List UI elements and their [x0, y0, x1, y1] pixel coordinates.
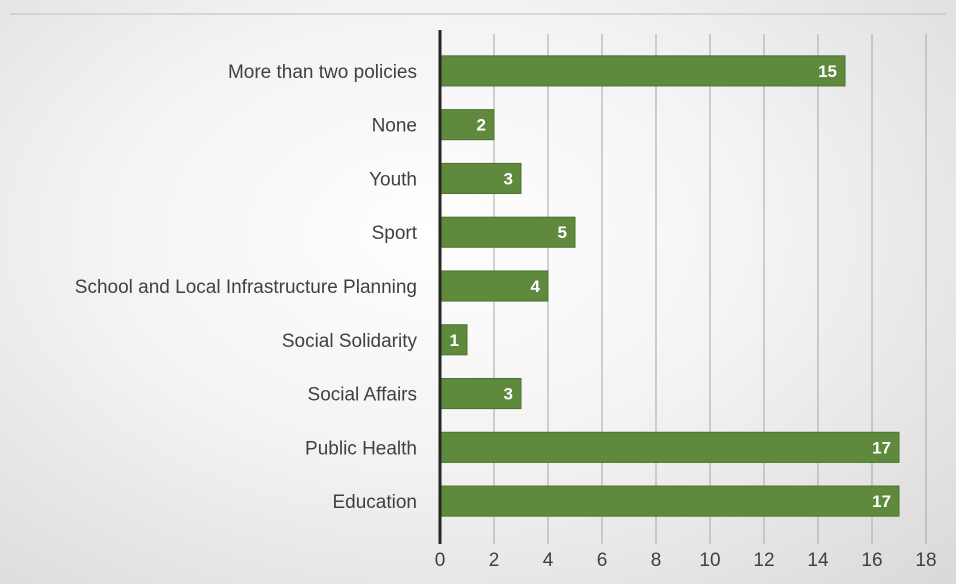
- x-tick-label-10: 10: [699, 550, 720, 571]
- bar-8: [439, 485, 900, 517]
- category-labels: More than two policies None Youth Sport Scho…: [75, 62, 418, 513]
- x-tick-label-18: 18: [915, 550, 936, 571]
- bar-1: [439, 109, 495, 141]
- category-label-2: Youth: [369, 169, 417, 190]
- category-label-7: Public Health: [305, 438, 417, 459]
- bar-3: [439, 216, 576, 248]
- category-label-5: Social Solidarity: [282, 331, 418, 352]
- x-tick-labels: 0 2 4 6 8 10 12 14 16 18: [435, 550, 937, 571]
- bar-7: [439, 431, 900, 463]
- x-tick-label-8: 8: [651, 550, 662, 571]
- data-label-2: 3: [504, 169, 513, 188]
- data-label-6: 3: [504, 385, 513, 404]
- category-label-1: None: [372, 116, 417, 137]
- bar-0: [439, 55, 846, 87]
- data-label-8: 17: [872, 492, 891, 511]
- data-label-5: 1: [450, 331, 459, 350]
- data-label-1: 2: [477, 116, 486, 135]
- x-tick-label-14: 14: [807, 550, 829, 571]
- data-label-3: 5: [558, 223, 567, 242]
- x-tick-label-0: 0: [435, 550, 446, 571]
- x-tick-label-16: 16: [861, 550, 882, 571]
- data-label-7: 17: [872, 438, 891, 457]
- x-tick-label-4: 4: [543, 550, 554, 571]
- x-tick-label-12: 12: [753, 550, 774, 571]
- x-tick-label-2: 2: [489, 550, 500, 571]
- bars: 15 2 3 5 4 1 3 17 17: [439, 55, 900, 517]
- data-label-0: 15: [818, 62, 837, 81]
- gridlines: [493, 34, 927, 544]
- x-tick-label-6: 6: [597, 550, 608, 571]
- category-label-3: Sport: [372, 223, 418, 244]
- data-label-4: 4: [531, 277, 541, 296]
- category-label-4: School and Local Infrastructure Planning: [75, 277, 417, 298]
- category-label-6: Social Affairs: [308, 385, 417, 406]
- category-label-8: Education: [332, 492, 417, 513]
- category-label-0: More than two policies: [228, 62, 417, 83]
